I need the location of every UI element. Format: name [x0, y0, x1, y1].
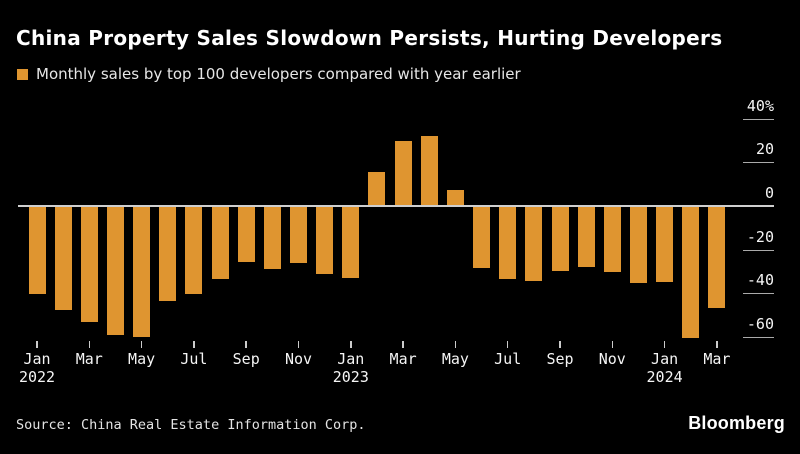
bar-may-2022 — [133, 207, 151, 337]
x-axis-month-label: Nov — [284, 350, 313, 368]
x-axis-tick — [559, 341, 561, 348]
bar-dec-2023 — [629, 207, 647, 283]
x-axis-month-label: Mar — [703, 350, 731, 368]
bar-jan-2024 — [656, 207, 674, 282]
bar-oct-2022 — [263, 207, 281, 270]
x-axis-tick — [506, 341, 509, 348]
x-axis-tick — [297, 341, 300, 348]
x-axis-month-label: Jan — [651, 350, 679, 368]
chart-title: China Property Sales Slowdown Persists, … — [16, 26, 723, 50]
bar-dec-2022 — [316, 207, 334, 275]
bar-oct-2023 — [577, 207, 595, 268]
x-axis-month-label: May — [128, 350, 156, 368]
x-axis-month-label: Sep — [232, 350, 260, 368]
x-axis-tick — [716, 341, 718, 348]
legend-label: Monthly sales by top 100 developers comp… — [36, 65, 521, 83]
bar-sep-2023 — [551, 207, 569, 271]
x-axis-tick — [245, 341, 247, 348]
bar-mar-2023 — [394, 141, 412, 205]
y-axis-tick-label: 20 — [755, 140, 774, 159]
x-axis-year-label: 2022 — [18, 368, 56, 386]
x-axis-tick — [454, 341, 457, 348]
x-axis-month-label: Jul — [180, 350, 208, 368]
y-axis-tick-label: -60 — [746, 315, 774, 334]
bar-mar-2022 — [80, 207, 98, 323]
x-axis-tick — [36, 341, 38, 348]
x-axis-month-label: Jan — [23, 350, 51, 368]
bar-jan-2022 — [28, 207, 46, 294]
bar-feb-2023 — [368, 172, 386, 205]
x-axis-month-label: May — [441, 350, 469, 368]
bar-sep-2022 — [237, 207, 255, 263]
y-axis-tick-label: 40% — [746, 96, 774, 115]
bar-apr-2023 — [420, 135, 438, 205]
x-axis-year-label: 2024 — [646, 368, 683, 386]
bar-jan-2023 — [342, 207, 360, 278]
x-axis-year-label: 2023 — [332, 368, 369, 386]
bar-feb-2024 — [682, 207, 700, 339]
bar-nov-2022 — [290, 207, 307, 263]
bar-jun-2023 — [473, 207, 491, 269]
bar-apr-2022 — [106, 207, 124, 336]
x-axis-month-label: Jul — [494, 350, 522, 368]
bloomberg-logo: Bloomberg — [688, 413, 785, 433]
source-note: Source: China Real Estate Information Co… — [16, 417, 366, 433]
x-axis-month-label: Sep — [546, 350, 574, 368]
bar-nov-2023 — [603, 207, 621, 272]
y-axis-tick-label: 0 — [764, 184, 774, 202]
bar-aug-2022 — [211, 207, 229, 279]
bar-jun-2022 — [159, 207, 177, 301]
y-axis-tick — [743, 249, 774, 251]
x-axis-tick — [663, 341, 666, 348]
x-axis-tick — [88, 341, 91, 348]
x-axis-tick — [140, 341, 143, 348]
y-axis-tick — [743, 118, 774, 120]
y-axis-tick — [743, 293, 774, 295]
legend: Monthly sales by top 100 developers comp… — [17, 65, 521, 83]
legend-swatch-icon — [17, 68, 28, 80]
y-axis-tick-label: -40 — [746, 271, 774, 290]
bar-feb-2022 — [54, 207, 72, 311]
y-axis-tick — [743, 162, 774, 164]
bar-jul-2022 — [185, 207, 203, 294]
x-axis-month-label: Mar — [389, 350, 417, 368]
bar-aug-2023 — [525, 207, 543, 282]
x-axis-tick — [402, 341, 404, 348]
x-axis-month-label: Jan — [337, 350, 365, 368]
bar-may-2023 — [446, 190, 464, 205]
zero-axis-line — [18, 205, 774, 207]
y-axis-tick-label: -20 — [746, 227, 774, 246]
bar-jul-2023 — [499, 207, 517, 280]
bar-mar-2024 — [708, 207, 726, 308]
x-axis-tick — [611, 341, 614, 348]
x-axis-tick — [350, 341, 352, 348]
x-axis-tick — [193, 341, 195, 348]
x-axis-month-label: Nov — [598, 350, 626, 368]
x-axis-month-label: Mar — [75, 350, 103, 368]
y-axis-tick — [743, 337, 774, 339]
